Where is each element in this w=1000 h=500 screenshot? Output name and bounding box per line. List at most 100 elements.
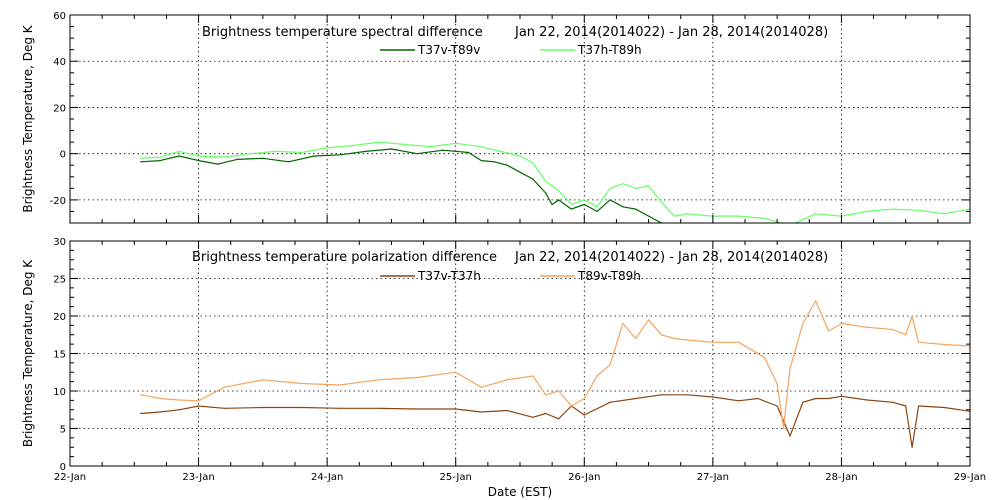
data-point	[647, 185, 650, 187]
data-point	[917, 341, 920, 343]
data-point	[557, 418, 560, 420]
grid-lines	[70, 241, 970, 466]
data-point	[840, 322, 843, 325]
data-point	[757, 397, 759, 400]
data-point	[712, 341, 714, 343]
data-point	[455, 142, 457, 144]
x-tick-label: 25-Jan	[440, 472, 472, 483]
data-point	[442, 149, 444, 151]
data-point	[159, 397, 161, 400]
data-point	[943, 213, 945, 215]
data-point	[455, 408, 457, 410]
data-point	[892, 328, 894, 331]
data-point	[827, 397, 830, 400]
data-point	[506, 164, 508, 166]
data-point	[178, 399, 180, 401]
data-point	[416, 153, 418, 155]
data-point	[545, 412, 547, 415]
data-point	[943, 406, 945, 409]
data-point	[635, 397, 637, 400]
data-point	[622, 206, 624, 208]
data-point	[217, 163, 219, 165]
data-point	[287, 161, 290, 163]
data-point	[737, 341, 740, 343]
data-point	[782, 427, 785, 430]
data-point	[911, 446, 913, 448]
data-point	[545, 394, 547, 396]
x-tick-label: 22-Jan	[54, 472, 86, 483]
data-point	[583, 414, 585, 416]
series-line-t37v-t89v	[140, 148, 662, 223]
x-tick-label: 26-Jan	[568, 472, 600, 483]
data-point	[911, 315, 913, 317]
data-point	[609, 401, 611, 403]
series-line-t89v-t89h	[140, 300, 970, 430]
data-point	[815, 213, 817, 215]
data-point	[480, 386, 483, 388]
data-point	[532, 375, 534, 377]
data-point	[159, 411, 161, 413]
data-point	[480, 146, 483, 148]
data-point	[532, 416, 534, 418]
data-point	[660, 334, 663, 336]
x-tick-label: 23-Jan	[182, 472, 214, 483]
data-point	[178, 150, 180, 152]
data-point	[506, 379, 508, 381]
data-point	[140, 157, 142, 159]
data-point	[519, 155, 521, 157]
data-point	[892, 401, 894, 403]
data-point	[647, 319, 650, 321]
data-point	[596, 210, 598, 213]
data-point	[197, 405, 200, 407]
data-point	[365, 150, 367, 152]
data-point	[583, 203, 585, 206]
data-point	[660, 201, 663, 203]
chart-title: Brightness temperature spectral differen…	[202, 25, 483, 40]
data-point	[673, 337, 675, 340]
data-point	[140, 161, 142, 163]
data-point	[197, 400, 200, 402]
data-point	[140, 394, 142, 396]
data-point	[313, 155, 315, 157]
y-tick-label: 30	[53, 237, 66, 248]
data-point	[776, 382, 778, 385]
data-point	[712, 396, 714, 398]
data-point	[300, 382, 303, 385]
data-point	[776, 405, 778, 407]
data-point	[159, 160, 161, 162]
series-line-t37v-t37h	[140, 394, 970, 448]
legend: T37v-T89v T37h-T89h	[380, 43, 642, 57]
legend-label: T89v-T89h	[577, 269, 641, 283]
data-point	[583, 397, 585, 400]
series-line-t37h-t89h	[140, 141, 970, 223]
y-axis-label: Brightness Temperature, Deg K	[21, 259, 35, 447]
data-point	[596, 375, 598, 377]
x-axis-label: Date (EST)	[488, 485, 552, 499]
y-tick-label: 20	[53, 103, 66, 114]
data-point	[519, 171, 521, 173]
legend-label: T37h-T89h	[577, 43, 642, 57]
data-point	[493, 161, 495, 163]
y-tick-label: 0	[60, 462, 66, 473]
grid-lines	[70, 15, 970, 223]
data-point	[583, 199, 585, 201]
y-tick-label: 20	[53, 312, 66, 323]
data-point	[480, 411, 483, 413]
x-tick-label: 28-Jan	[825, 472, 857, 483]
data-point	[377, 407, 380, 409]
x-tick-label: 27-Jan	[697, 472, 729, 483]
series-lines	[140, 141, 970, 223]
y-tick-label: 15	[53, 350, 66, 361]
data-point	[403, 143, 405, 146]
data-point	[763, 356, 765, 358]
data-point	[532, 178, 534, 180]
data-point	[429, 146, 431, 148]
data-point	[326, 147, 328, 149]
data-point	[737, 400, 740, 402]
data-point	[737, 215, 740, 217]
data-point	[197, 155, 200, 157]
data-point	[551, 203, 553, 206]
data-point	[596, 206, 598, 208]
y-tick-label: 5	[60, 425, 66, 436]
data-point	[905, 334, 907, 336]
